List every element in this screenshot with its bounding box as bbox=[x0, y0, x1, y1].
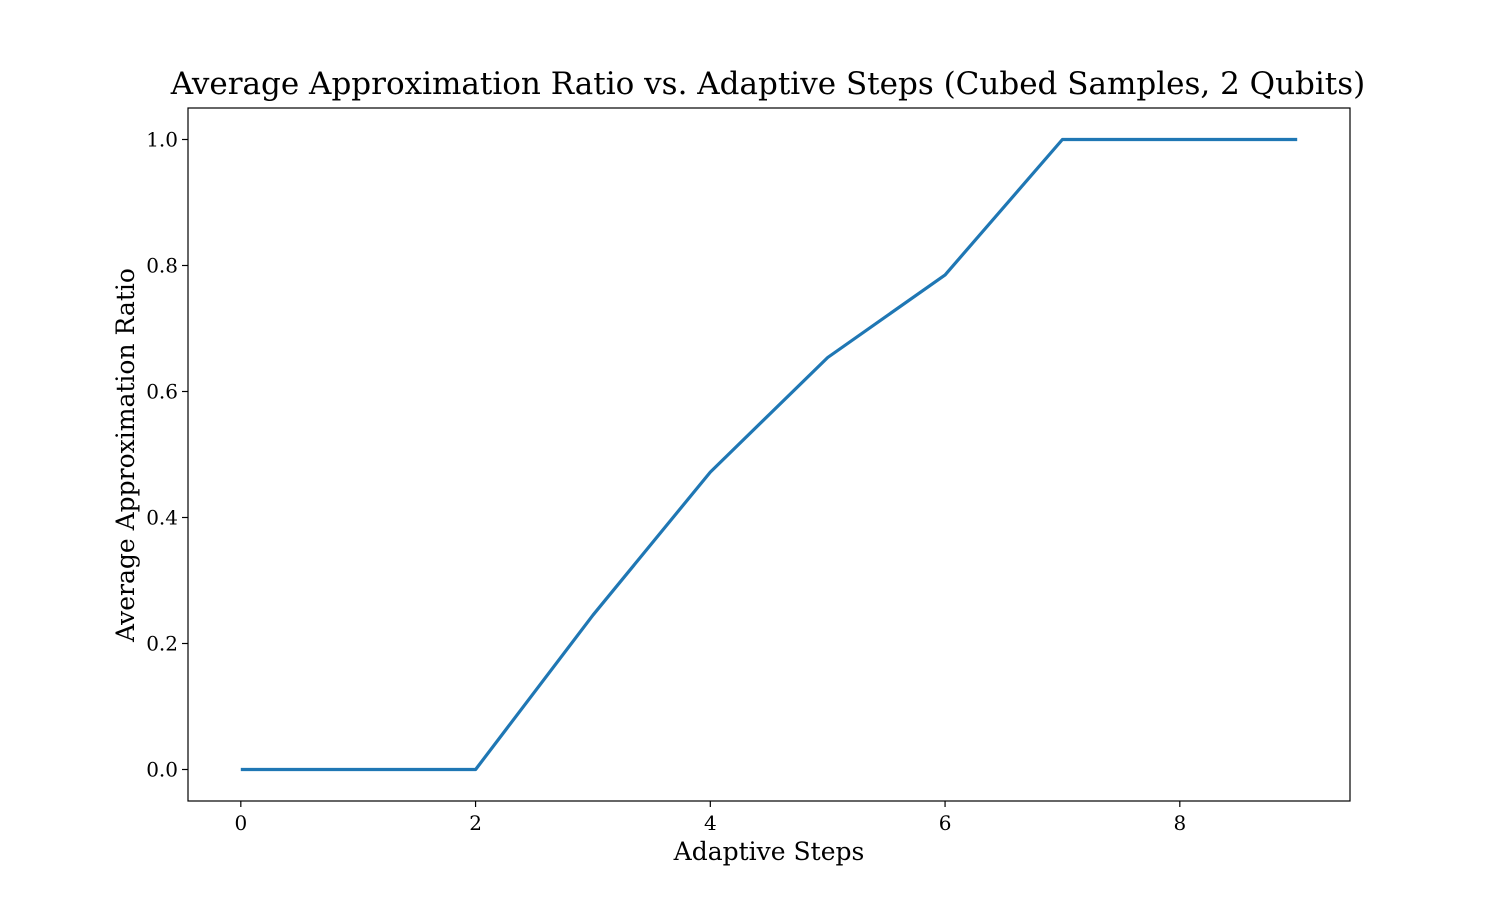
x-tick-label: 2 bbox=[469, 811, 482, 835]
x-tick-label: 0 bbox=[234, 811, 247, 835]
y-axis-label: Average Approximation Ratio bbox=[111, 268, 140, 643]
x-tick-label: 6 bbox=[939, 811, 952, 835]
y-tick-label: 0.6 bbox=[146, 380, 178, 404]
plot-area bbox=[187, 107, 1351, 802]
y-tick-label: 0.0 bbox=[146, 758, 178, 782]
x-axis: 0 2 4 6 8 bbox=[234, 801, 1186, 835]
x-tick-label: 8 bbox=[1173, 811, 1186, 835]
x-tick-label: 4 bbox=[704, 811, 717, 835]
y-tick-label: 0.2 bbox=[146, 632, 178, 656]
x-axis-label: Adaptive Steps bbox=[673, 837, 865, 866]
series-layer bbox=[240, 137, 1298, 772]
y-tick-label: 0.8 bbox=[146, 254, 178, 278]
series-line bbox=[240, 137, 1298, 772]
y-tick-label: 1.0 bbox=[146, 128, 178, 152]
chart-title: Average Approximation Ratio vs. Adaptive… bbox=[170, 66, 1366, 102]
y-axis: 0.0 0.2 0.4 0.6 0.8 1.0 bbox=[146, 128, 188, 782]
y-tick-label: 0.4 bbox=[146, 506, 178, 530]
